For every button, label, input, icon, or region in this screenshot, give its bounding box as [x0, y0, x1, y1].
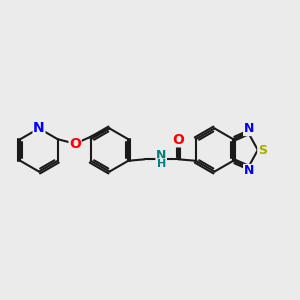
Text: H: H: [157, 159, 166, 169]
Text: S: S: [258, 143, 267, 157]
Text: N: N: [156, 149, 166, 162]
Text: N: N: [244, 164, 254, 178]
Text: O: O: [69, 137, 81, 151]
Text: O: O: [172, 133, 184, 147]
Text: N: N: [33, 122, 45, 135]
Text: N: N: [244, 122, 254, 136]
